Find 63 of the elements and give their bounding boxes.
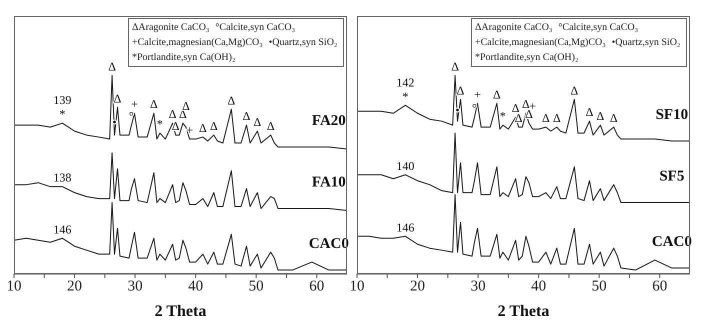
annotation: Δ	[114, 91, 122, 106]
text: ΔAragonite CaCO₃	[132, 21, 210, 35]
annotation: •	[112, 115, 117, 130]
x-tick-label: 30	[470, 278, 486, 295]
x-tick-label: 50	[592, 278, 607, 295]
annotation: 146	[53, 222, 72, 236]
x-tick-label: 50	[248, 278, 264, 295]
annotation: Δ	[168, 107, 177, 122]
series-label: FA20	[312, 112, 346, 129]
annotation: 139	[53, 93, 72, 108]
annotation: Δ	[552, 111, 561, 126]
annotation: *	[59, 107, 66, 122]
annotation: Δ	[451, 60, 460, 74]
annotation: Δ	[242, 109, 251, 124]
annotation: Δ	[586, 105, 594, 120]
annotation: *	[402, 89, 408, 104]
x-tick-label: 30	[128, 278, 143, 295]
text: °Calcite,syn CaCO₃	[215, 21, 296, 35]
text: ΔAragonite CaCO₃	[475, 21, 552, 35]
annotation: Δ	[570, 83, 578, 98]
annotation: •	[455, 103, 460, 118]
series-label: SF5	[659, 168, 684, 185]
x-axis-title: 2 Theta	[498, 303, 550, 320]
x-axis-title: 2 Theta	[154, 303, 206, 320]
annotation: Δ	[254, 115, 262, 130]
annotation: *	[156, 117, 163, 132]
x-tick-label: 60	[652, 278, 668, 295]
series-label: FA10	[312, 174, 346, 191]
text: +Calcite,magnesian(Ca,Mg)CO₃	[475, 36, 606, 50]
x-tick-label: 40	[531, 278, 546, 295]
annotation: °	[129, 109, 134, 124]
text: *Portlandite,syn Ca(OH)₂	[475, 51, 578, 65]
text: •Quartz,syn SiO₂	[268, 36, 338, 50]
x-tick-label: 20	[410, 278, 426, 295]
annotation: Δ	[228, 93, 236, 108]
x-tick-label: 60	[309, 278, 324, 295]
annotation: Δ	[542, 111, 550, 126]
annotation: Δ	[210, 119, 218, 134]
text: •Quartz,syn SiO₂	[612, 36, 680, 50]
annotation: Δ	[493, 87, 501, 102]
annotation: Δ	[266, 119, 275, 134]
annotation: Δ	[108, 60, 116, 74]
annotation: 142	[396, 75, 414, 90]
annotation: Δ	[456, 83, 465, 98]
text: +Calcite,magnesian(Ca,Mg)CO₃	[132, 36, 263, 50]
annotation: Δ	[610, 111, 618, 126]
annotation: +	[474, 87, 482, 102]
text: °Calcite,syn CaCO₃	[558, 21, 638, 35]
x-tick-label: 10	[6, 278, 22, 295]
annotation: Δ	[150, 97, 158, 112]
annotation: Δ	[199, 121, 208, 136]
annotation: 140	[396, 158, 414, 173]
annotation: *	[500, 109, 506, 124]
annotation: Δ	[596, 109, 605, 124]
text: *Portlandite,syn Ca(OH)₂	[132, 51, 236, 65]
x-tick-label: 10	[350, 278, 364, 295]
series-label: SF10	[656, 107, 688, 124]
annotation: °	[472, 101, 478, 116]
annotation: 146	[396, 220, 414, 234]
x-tick-label: 20	[67, 278, 82, 295]
x-tick-label: 40	[188, 278, 204, 295]
annotation: 138	[53, 170, 72, 185]
annotation: +	[131, 97, 138, 112]
